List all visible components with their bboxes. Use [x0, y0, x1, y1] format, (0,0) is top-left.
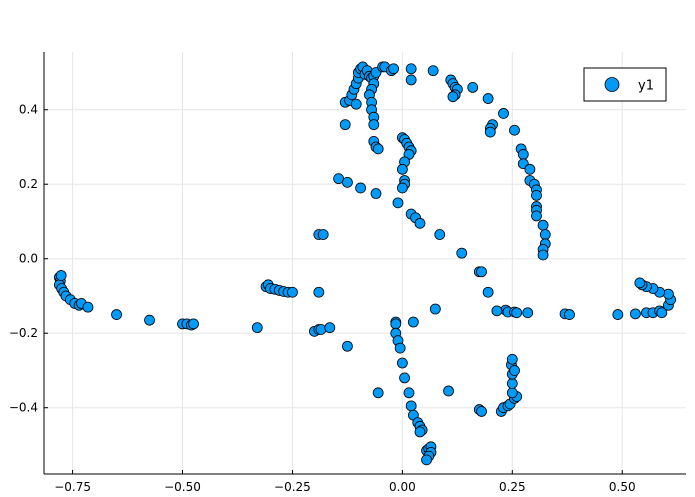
data-point	[144, 314, 155, 326]
data-point	[355, 182, 367, 194]
legend-box	[583, 67, 667, 102]
data-point	[522, 307, 534, 319]
data-point	[531, 210, 542, 222]
data-point	[403, 387, 415, 399]
data-point	[350, 98, 362, 110]
data-point	[656, 307, 668, 319]
data-point	[517, 149, 529, 160]
data-point	[506, 378, 518, 389]
data-point	[372, 387, 384, 399]
data-point	[564, 309, 575, 320]
x-tick-label: −0.25	[274, 480, 311, 494]
data-point	[484, 126, 496, 138]
data-point	[524, 163, 536, 175]
data-point	[511, 307, 523, 319]
data-point	[509, 124, 520, 136]
data-point	[390, 318, 402, 330]
x-tick-label: −0.50	[164, 480, 201, 494]
data-point	[396, 163, 408, 175]
x-tick-label: 0.50	[609, 480, 636, 494]
data-point	[476, 406, 487, 417]
data-point	[663, 288, 674, 300]
y-tick-label: 0.2	[19, 177, 38, 191]
data-point	[539, 229, 551, 240]
data-point	[399, 372, 410, 384]
axes: −0.75 −0.50 −0.25 0.00 0.25 0.50 −0.4 −0.2 0.0 0.…	[9, 52, 686, 494]
data-point	[392, 197, 404, 209]
x-tick-label: 0.00	[389, 480, 416, 494]
data-point	[491, 305, 503, 317]
y-tick-label: −0.2	[9, 326, 38, 340]
data-point	[506, 353, 518, 365]
data-point	[405, 400, 417, 412]
data-point	[407, 316, 419, 328]
x-tick-label: 0.25	[499, 480, 526, 494]
data-points	[53, 61, 677, 466]
data-point	[396, 182, 408, 194]
legend-marker	[604, 77, 620, 92]
data-point	[315, 324, 327, 335]
data-point	[467, 81, 479, 93]
data-point	[630, 308, 641, 320]
data-point	[537, 249, 549, 261]
data-point	[482, 93, 494, 104]
data-point	[443, 385, 454, 397]
data-point	[188, 318, 199, 330]
data-point	[388, 63, 399, 75]
data-point	[405, 74, 417, 86]
data-point	[537, 219, 549, 231]
data-point	[396, 357, 408, 369]
data-point	[317, 229, 329, 240]
data-point	[421, 454, 432, 466]
legend: y1	[583, 67, 667, 102]
data-point	[287, 286, 298, 298]
legend-label: y1	[638, 79, 654, 94]
data-point	[612, 309, 624, 320]
data-point	[313, 286, 325, 298]
x-tick-label: −0.75	[54, 480, 91, 494]
data-point	[111, 309, 122, 320]
data-point	[427, 65, 439, 77]
data-point	[405, 63, 417, 75]
data-point	[414, 217, 426, 229]
data-point	[368, 119, 380, 131]
data-point	[429, 303, 441, 315]
data-point	[482, 286, 494, 298]
data-point	[447, 91, 459, 103]
data-point	[506, 387, 518, 399]
data-point	[324, 322, 336, 334]
data-point	[456, 247, 468, 259]
data-point	[82, 301, 94, 313]
data-point	[339, 119, 351, 131]
data-point	[55, 270, 67, 281]
y-tick-label: 0.4	[19, 103, 38, 117]
y-tick-label: 0.0	[19, 252, 38, 266]
gridlines	[44, 52, 686, 474]
data-point	[509, 365, 520, 376]
data-point	[434, 229, 446, 240]
data-point	[476, 266, 487, 278]
data-point	[634, 277, 646, 289]
data-point	[414, 426, 426, 438]
data-point	[251, 322, 263, 334]
data-point	[342, 176, 353, 188]
data-point	[372, 143, 384, 155]
data-point	[531, 189, 542, 201]
y-tick-label: −0.4	[9, 401, 38, 415]
data-point	[370, 188, 382, 199]
data-point	[498, 108, 509, 119]
data-point	[394, 342, 406, 354]
data-point	[342, 340, 353, 352]
